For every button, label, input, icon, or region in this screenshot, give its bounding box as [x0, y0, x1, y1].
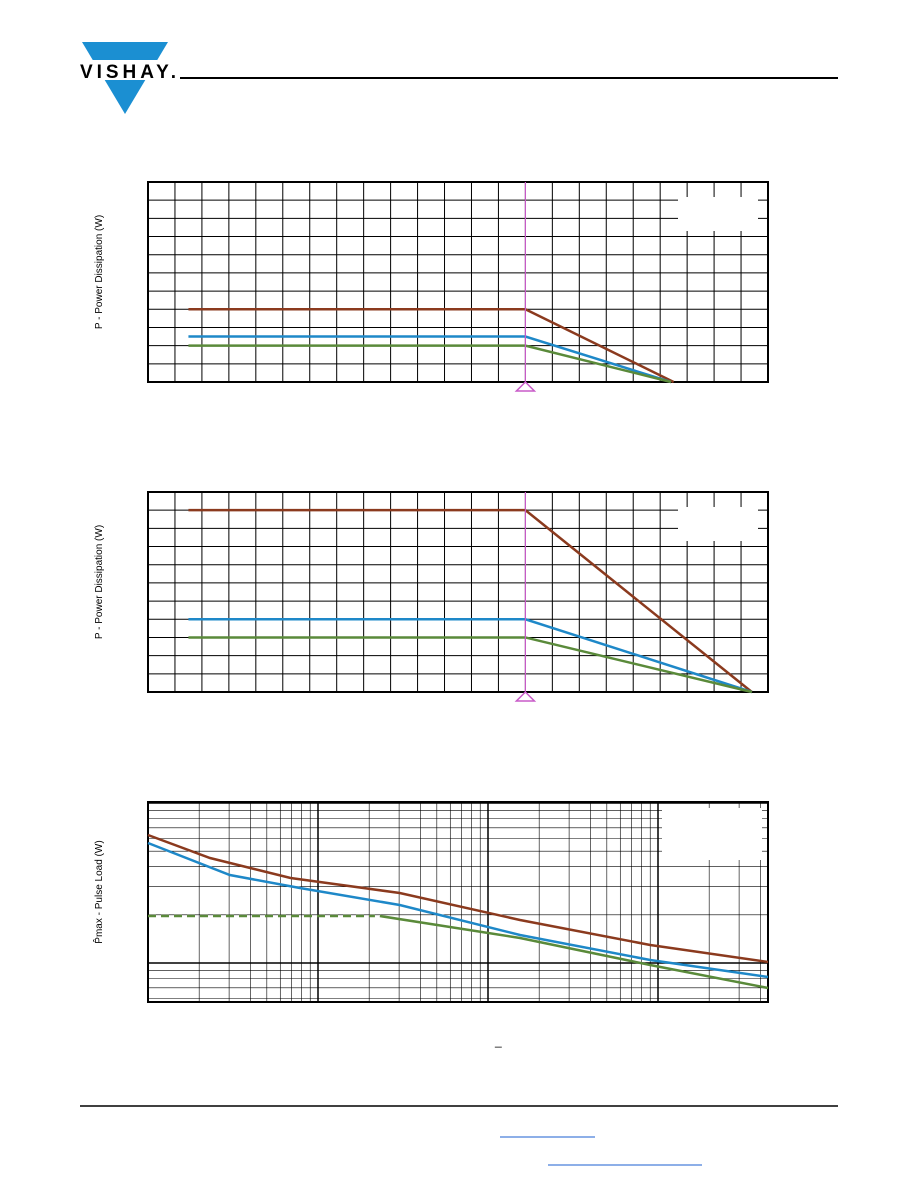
- axis-mark: _: [494, 1034, 502, 1048]
- legend-box: [678, 197, 758, 231]
- logo-band: [80, 60, 176, 80]
- data-line: [147, 833, 769, 964]
- legend-box: [678, 507, 758, 541]
- plot-frame: [147, 181, 769, 383]
- data-line: [188, 335, 672, 384]
- legend-box: [662, 808, 762, 860]
- y-axis-label: P - Power Dissipation (W): [94, 215, 105, 329]
- plot-frame: [147, 801, 769, 1003]
- y-axis-label: P - Power Dissipation (W): [94, 525, 105, 639]
- marker-triangle: [514, 380, 537, 392]
- marker-triangle: [514, 690, 537, 702]
- data-line: [147, 841, 769, 979]
- plot-frame: [147, 491, 769, 693]
- y-axis-label: P̂max - Pulse Load (W): [91, 840, 105, 943]
- data-line: [379, 914, 769, 990]
